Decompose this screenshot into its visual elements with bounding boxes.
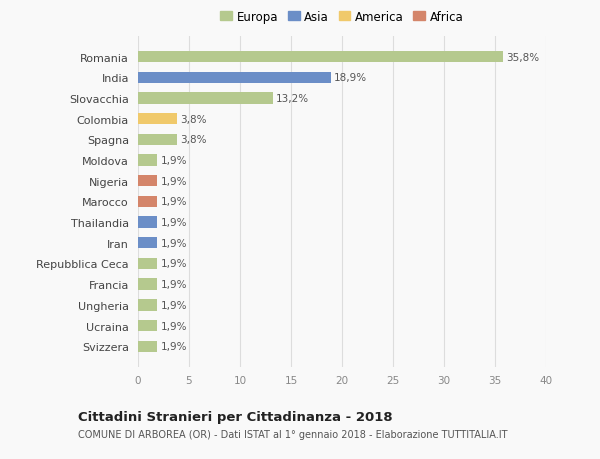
Bar [138,134,177,146]
Bar [138,320,157,331]
Text: 1,9%: 1,9% [160,156,187,166]
Text: 35,8%: 35,8% [506,52,539,62]
Bar [138,196,157,207]
Text: 1,9%: 1,9% [160,280,187,290]
Text: 3,8%: 3,8% [180,135,206,145]
Bar [138,176,157,187]
Bar [138,73,331,84]
Legend: Europa, Asia, America, Africa: Europa, Asia, America, Africa [217,7,467,28]
Bar [138,217,157,228]
Bar [138,341,157,352]
Bar [138,93,272,104]
Text: 3,8%: 3,8% [180,114,206,124]
Text: 18,9%: 18,9% [334,73,367,83]
Bar [138,300,157,311]
Text: Cittadini Stranieri per Cittadinanza - 2018: Cittadini Stranieri per Cittadinanza - 2… [78,410,392,423]
Bar [138,52,503,63]
Bar [138,114,177,125]
Text: 13,2%: 13,2% [276,94,309,104]
Text: COMUNE DI ARBOREA (OR) - Dati ISTAT al 1° gennaio 2018 - Elaborazione TUTTITALIA: COMUNE DI ARBOREA (OR) - Dati ISTAT al 1… [78,429,508,439]
Bar [138,279,157,290]
Text: 1,9%: 1,9% [160,218,187,228]
Text: 1,9%: 1,9% [160,197,187,207]
Bar [138,258,157,269]
Bar [138,238,157,249]
Text: 1,9%: 1,9% [160,176,187,186]
Text: 1,9%: 1,9% [160,238,187,248]
Text: 1,9%: 1,9% [160,259,187,269]
Text: 1,9%: 1,9% [160,300,187,310]
Bar [138,155,157,166]
Text: 1,9%: 1,9% [160,321,187,331]
Text: 1,9%: 1,9% [160,341,187,352]
